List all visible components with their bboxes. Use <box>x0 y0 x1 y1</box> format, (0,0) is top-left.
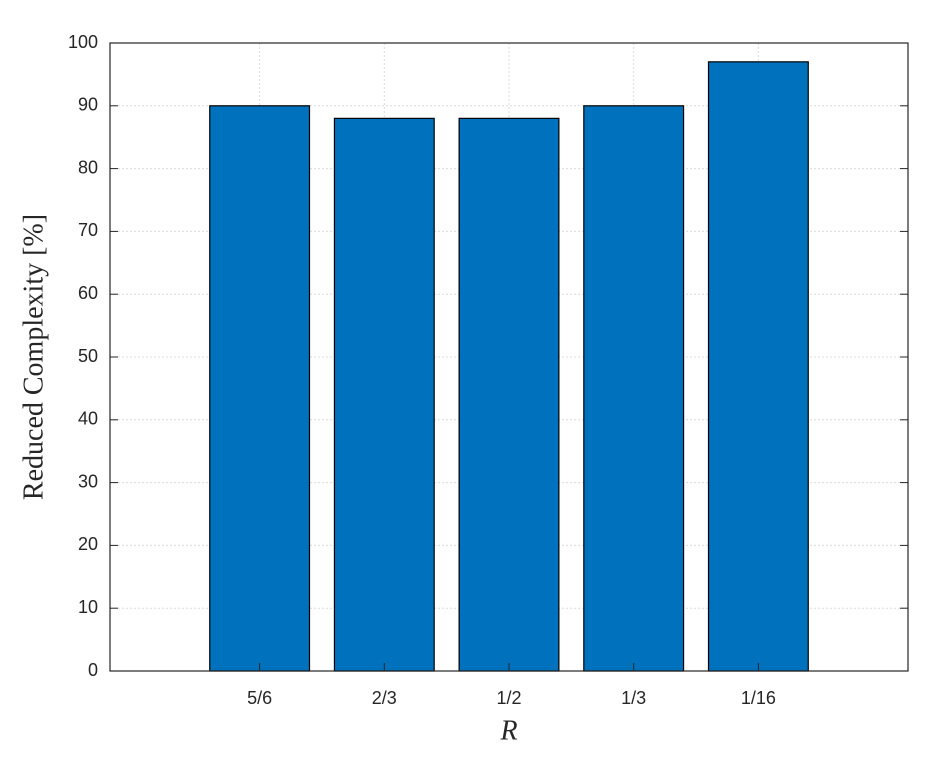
y-tick-label: 30 <box>78 471 98 491</box>
y-tick-label: 50 <box>78 346 98 366</box>
bar <box>707 61 809 672</box>
bar <box>209 105 311 672</box>
y-tick-label: 70 <box>78 220 98 240</box>
y-tick-label: 80 <box>78 157 98 177</box>
y-tick-label: 60 <box>78 283 98 303</box>
y-tick-label: 90 <box>78 95 98 115</box>
x-tick-label: 1/16 <box>741 688 776 708</box>
bar <box>333 117 435 672</box>
x-axis-label: R <box>499 715 517 746</box>
y-tick-label: 20 <box>78 534 98 554</box>
y-axis-label: Reduced Complexity [%] <box>18 214 49 500</box>
x-tick-label: 1/2 <box>496 688 521 708</box>
x-tick-label: 5/6 <box>247 688 272 708</box>
y-tick-label: 40 <box>78 409 98 429</box>
x-tick-label: 1/3 <box>621 688 646 708</box>
y-tick-label: 0 <box>88 660 98 680</box>
y-tick-label: 10 <box>78 597 98 617</box>
x-tick-label: 2/3 <box>372 688 397 708</box>
plot-border <box>109 42 909 672</box>
y-tick-label: 100 <box>68 32 98 52</box>
bar <box>583 105 685 672</box>
bar <box>458 117 560 672</box>
